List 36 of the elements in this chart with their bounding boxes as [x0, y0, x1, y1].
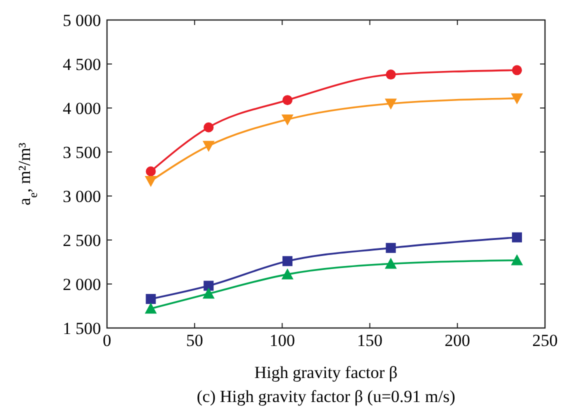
x-axis-title: High gravity factor β: [254, 363, 398, 382]
text: (c) High gravity factor β (u=0.91 m/s): [196, 387, 456, 406]
x-tick-label: 100: [269, 331, 295, 350]
y-tick-label: 4 500: [62, 55, 101, 74]
y-tick-label: 2 000: [62, 275, 101, 294]
point: [202, 140, 215, 152]
point: [204, 280, 214, 291]
point: [386, 242, 396, 253]
point: [202, 288, 215, 299]
y-tick-label: 3 000: [62, 187, 101, 206]
point: [282, 95, 292, 106]
point: [510, 254, 523, 266]
point: [512, 65, 522, 76]
x-tick-label: 50: [186, 331, 204, 350]
y-tick-label: 1 500: [62, 319, 101, 338]
y-tick-label: 5 000: [62, 11, 101, 30]
point: [144, 302, 157, 314]
point: [282, 256, 292, 266]
point: [146, 166, 156, 176]
y-tick-label: 2 500: [62, 231, 101, 250]
point: [204, 122, 214, 132]
x-tick-label: 150: [357, 331, 383, 350]
point: [281, 114, 294, 126]
point: [281, 268, 294, 280]
point: [144, 176, 157, 188]
point: [512, 232, 522, 242]
point: [384, 98, 397, 110]
y-tick-label: 4 000: [62, 99, 101, 118]
point: [146, 294, 156, 304]
point: [384, 258, 397, 269]
y-tick-label: 3 500: [62, 143, 101, 162]
x-tick-label: 200: [444, 331, 470, 350]
point: [510, 93, 523, 104]
x-tick-label: 0: [102, 331, 112, 350]
x-tick-label: 250: [532, 331, 558, 350]
point: [386, 70, 396, 80]
